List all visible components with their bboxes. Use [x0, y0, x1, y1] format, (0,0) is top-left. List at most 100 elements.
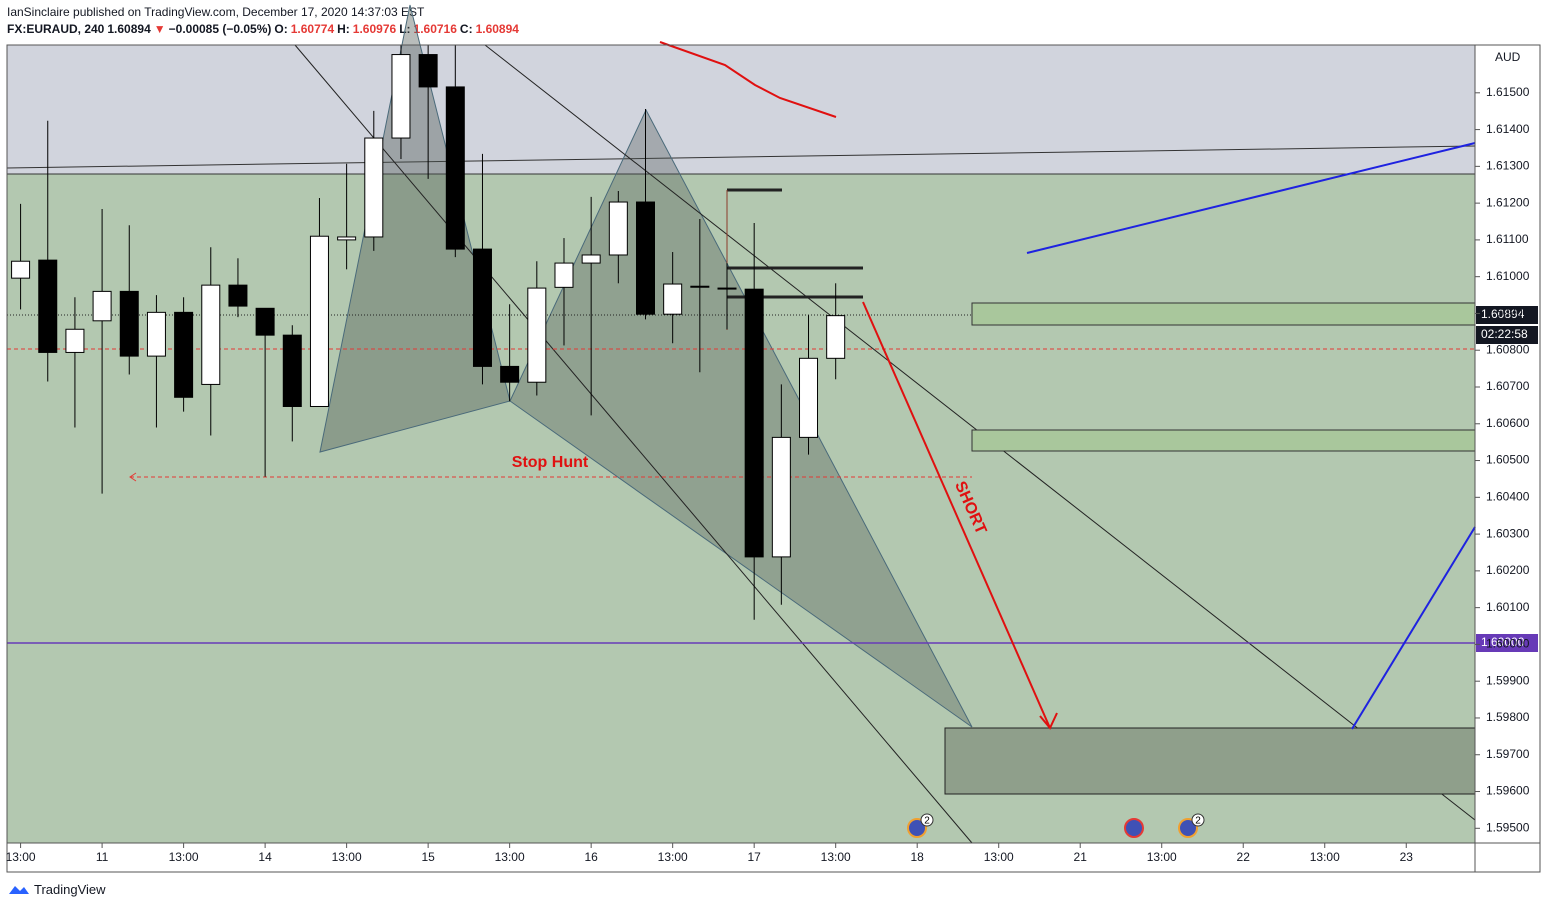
header-part: ▼	[153, 22, 166, 36]
header-part: FX:EURAUD, 240	[7, 22, 105, 36]
moving-average	[659, 41, 837, 118]
x-tick-label: 15	[421, 850, 435, 864]
y-tick-label: 1.60800	[1486, 342, 1530, 356]
y-tick-label: 1.59800	[1486, 710, 1530, 724]
y-tick-label: 1.60900	[1486, 306, 1530, 320]
logo	[9, 886, 29, 894]
candle-body	[255, 307, 275, 336]
candle-body	[309, 235, 329, 407]
candle-body	[337, 236, 357, 241]
channel-line	[294, 44, 973, 844]
x-tick-label: 13:00	[6, 850, 36, 864]
arrow-head	[129, 472, 137, 482]
x-tick-label: 18	[911, 850, 925, 864]
candle-body	[201, 284, 221, 385]
short-arrow	[862, 301, 1051, 729]
countdown-tag	[1476, 326, 1538, 344]
y-tick-label: 1.59500	[1486, 820, 1530, 834]
candle-body	[663, 283, 683, 315]
event-icon[interactable]	[907, 818, 927, 838]
event-icon[interactable]	[1124, 818, 1144, 838]
x-tick-label: 13:00	[169, 850, 199, 864]
publish-info: IanSinclaire published on TradingView.co…	[7, 5, 425, 19]
level-tag	[1476, 634, 1538, 652]
candle-body	[635, 201, 655, 315]
x-tick-label: 13:00	[332, 850, 362, 864]
y-tick-label: 1.61000	[1486, 269, 1530, 283]
arrow-head	[1039, 712, 1058, 730]
frame	[6, 44, 1541, 873]
candle-body	[690, 285, 710, 288]
candle-body	[554, 262, 574, 288]
x-tick-label: 21	[1074, 850, 1088, 864]
candle-body	[581, 254, 601, 264]
x-tick-label: 11	[96, 850, 109, 864]
y-tick-label: 1.60600	[1486, 416, 1530, 430]
candle-body	[282, 334, 302, 407]
candle-body	[11, 260, 31, 279]
y-tick-label: 1.61100	[1486, 232, 1529, 246]
candle-body	[65, 328, 85, 353]
x-tick-label: 13:00	[495, 850, 525, 864]
event-icon[interactable]	[1178, 818, 1198, 838]
countdown-text: 02:22:58	[1481, 327, 1528, 341]
y-tick-label: 1.60400	[1486, 489, 1530, 503]
y-tick-label: 1.61500	[1486, 85, 1530, 99]
candle-body	[92, 290, 112, 322]
candle-body	[119, 290, 139, 357]
header-part: −0.00085 (−0.05%)	[168, 22, 272, 36]
candle-body	[445, 86, 465, 250]
header-part: O:	[274, 22, 288, 36]
x-tick-label: 13:00	[984, 850, 1014, 864]
header-part: C:	[459, 22, 473, 36]
candle-body	[717, 287, 737, 290]
x-tick-label: 13:00	[1310, 850, 1340, 864]
header-part: 1.60976	[352, 22, 397, 36]
premium-zone	[7, 45, 1475, 174]
target-box	[944, 727, 1476, 795]
event-badge	[920, 813, 934, 827]
event-badge	[1191, 813, 1205, 827]
candle-body	[771, 436, 791, 558]
candle-body	[744, 288, 764, 558]
candle-body	[418, 54, 438, 88]
candle-body	[38, 259, 58, 353]
x-tick-label: 23	[1400, 850, 1414, 864]
candle-body	[391, 54, 411, 139]
event-count: 2	[924, 816, 930, 827]
trend-line	[6, 145, 1476, 169]
chart: Stop Hunt SHORT 2 2 AUD 1.60894 02:22:58…	[6, 4, 1541, 873]
candle-body	[608, 201, 628, 256]
candle-body	[826, 315, 846, 359]
price-tag-text: 1.60894	[1481, 307, 1525, 321]
x-tick-label: 22	[1237, 850, 1251, 864]
candle-body	[146, 311, 166, 357]
candle-body	[472, 248, 492, 367]
x-tick-label: 13:00	[658, 850, 688, 864]
projection-line	[1351, 526, 1476, 730]
y-tick-label: 1.61400	[1486, 122, 1530, 136]
price-tag	[1476, 306, 1538, 324]
x-tick-label: 17	[747, 850, 761, 864]
header-part: 1.60894	[107, 22, 151, 36]
y-tick-label: 1.60300	[1486, 526, 1530, 540]
y-tick-label: 1.60100	[1486, 600, 1530, 614]
candle-body	[364, 137, 384, 238]
y-tick-label: 1.60500	[1486, 453, 1530, 467]
x-tick-label: 14	[258, 850, 272, 864]
candle-body	[174, 311, 194, 398]
candle-body	[500, 365, 520, 383]
x-tick-label: 13:00	[821, 850, 851, 864]
header-part: 1.60894	[475, 22, 519, 36]
candle-body	[527, 287, 547, 383]
y-tick-label: 1.60000	[1486, 637, 1530, 651]
candle-body	[799, 357, 819, 438]
header-part: 1.60774	[290, 22, 335, 36]
level-tag-text: 1.60000	[1481, 635, 1525, 649]
zone-box	[971, 429, 1476, 452]
event-count: 2	[1195, 816, 1201, 827]
header-part: 1.60716	[413, 22, 457, 36]
y-tick-label: 1.59600	[1486, 784, 1530, 798]
projection-line	[1026, 142, 1476, 254]
